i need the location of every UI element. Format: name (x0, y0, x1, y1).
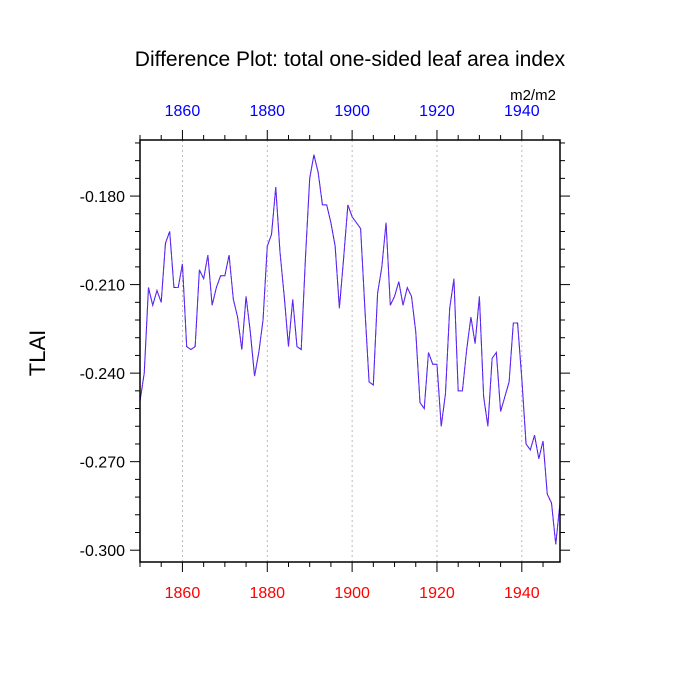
y-tick-label: -0.240 (80, 366, 125, 383)
y-tick-label: -0.180 (80, 189, 125, 206)
series-line (139, 154, 561, 545)
series-line-blue (139, 154, 561, 545)
chart-title: Difference Plot: total one-sided leaf ar… (135, 48, 566, 71)
x-tick-label-bottom: 1940 (504, 585, 540, 602)
y-tick-label: -0.210 (80, 278, 125, 295)
axis-ticks (130, 130, 570, 572)
x-tick-label-top: 1900 (334, 103, 370, 120)
x-tick-label-bottom: 1900 (334, 585, 370, 602)
series-layer (139, 154, 561, 545)
y-axis-label: TLAI (25, 330, 50, 376)
y-tick-label: -0.300 (80, 543, 125, 560)
x-tick-label-top: 1940 (504, 103, 540, 120)
x-tick-label-bottom: 1920 (419, 585, 455, 602)
units-label: m2/m2 (510, 87, 556, 104)
x-tick-label-top: 1880 (249, 103, 285, 120)
x-tick-label-top: 1860 (165, 103, 201, 120)
grid-lines (182, 140, 523, 562)
plot-frame (139, 139, 561, 563)
x-tick-label-top: 1920 (419, 103, 455, 120)
x-tick-label-bottom: 1860 (165, 585, 201, 602)
x-tick-label-bottom: 1880 (249, 585, 285, 602)
y-tick-label: -0.270 (80, 455, 125, 472)
tick-labels: -0.180 -0.210 -0.240 -0.270 -0.300 1860 1860 18… (80, 103, 540, 602)
